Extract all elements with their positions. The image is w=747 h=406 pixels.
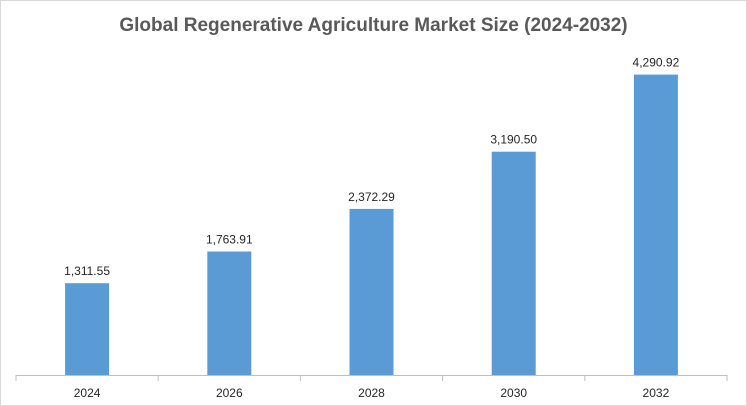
x-tick-label-2032: 2032 <box>643 386 670 400</box>
bar-2032 <box>633 74 678 375</box>
x-ticks-group: 2024 2026 2028 2030 2032 <box>15 375 728 400</box>
bar-2026 <box>207 251 252 375</box>
data-label-2032: 4,290.92 <box>633 56 680 70</box>
bar-2024 <box>65 283 110 375</box>
data-label-2028: 2,372.29 <box>348 190 395 204</box>
x-tick-label-2030: 2030 <box>500 386 527 400</box>
x-tick-label-2028: 2028 <box>358 386 385 400</box>
data-label-2026: 1,763.91 <box>206 233 253 247</box>
bar-2030 <box>491 151 536 375</box>
data-label-2024: 1,311.55 <box>64 264 110 278</box>
bars-group: 1,311.55 1,763.91 2,372.29 3,190.50 4,290.92 <box>64 56 680 375</box>
x-tick-label-2026: 2026 <box>216 386 243 400</box>
bar-2028 <box>349 208 394 375</box>
chart-title: Global Regenerative Agriculture Market S… <box>119 15 628 36</box>
data-label-2030: 3,190.50 <box>490 133 537 147</box>
x-tick-label-2024: 2024 <box>74 386 101 400</box>
